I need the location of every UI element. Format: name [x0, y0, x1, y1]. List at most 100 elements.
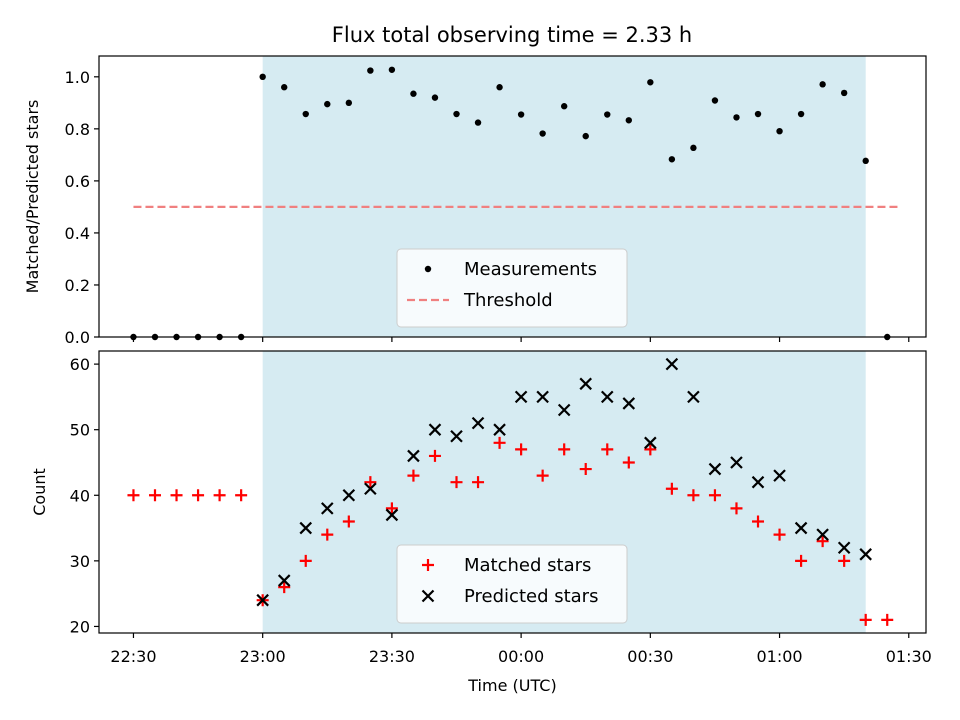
data-point — [536, 390, 549, 404]
y-tick-label: 20 — [70, 617, 90, 636]
data-point — [840, 89, 848, 97]
data-point — [665, 357, 679, 371]
data-point — [622, 456, 635, 469]
data-point — [431, 94, 439, 101]
data-point — [816, 535, 829, 548]
data-point — [859, 548, 872, 561]
data-point — [711, 97, 719, 104]
data-point — [644, 443, 657, 456]
x-tick-label: 23:30 — [369, 647, 415, 666]
data-point — [148, 489, 161, 502]
data-point — [256, 593, 269, 607]
data-point — [579, 463, 592, 476]
data-point — [277, 574, 291, 587]
data-point — [687, 489, 700, 502]
data-point — [776, 127, 783, 135]
data-point — [536, 469, 549, 482]
data-point — [345, 99, 353, 107]
data-point — [213, 489, 226, 502]
data-point — [665, 482, 678, 495]
y-axis-label: Matched/Predicted stars — [23, 100, 42, 294]
data-point — [838, 554, 851, 567]
data-point — [816, 528, 829, 541]
data-point — [579, 377, 593, 391]
data-point — [472, 476, 485, 489]
data-point — [514, 390, 528, 404]
data-point — [730, 502, 743, 515]
data-point — [797, 110, 805, 118]
data-point — [493, 436, 506, 449]
data-point — [773, 528, 786, 541]
data-point — [625, 117, 632, 124]
legend-marker — [422, 559, 434, 571]
data-point — [517, 111, 525, 118]
data-point — [730, 456, 743, 469]
data-point — [259, 73, 266, 81]
y-tick-label: 50 — [70, 421, 90, 440]
y-axis-label: Count — [30, 468, 49, 516]
y-tick-label: 0.4 — [65, 224, 90, 243]
data-point — [342, 489, 356, 502]
ratio-panel: 0.0 0.2 0.4 0.6 0.8 1.0 Matched/Predicted star… — [23, 55, 927, 347]
data-point — [604, 111, 611, 118]
data-point — [385, 508, 399, 522]
axes-frame — [98, 55, 927, 338]
data-point — [837, 541, 851, 555]
data-point — [794, 521, 808, 535]
data-point — [127, 489, 140, 502]
data-point — [278, 581, 291, 594]
chart-title: Flux total observing time = 2.33 h — [332, 23, 692, 47]
data-point — [558, 443, 571, 456]
data-point — [471, 416, 485, 430]
data-point — [474, 119, 482, 126]
data-point — [752, 515, 765, 528]
legend-box — [396, 248, 628, 328]
data-point — [364, 482, 377, 495]
data-point — [687, 390, 700, 404]
data-point — [342, 515, 355, 528]
count-panel: 20 30 40 50 60 22:30 23:00 23:30 00:00 00:30 01:00… — [30, 350, 932, 695]
data-point — [428, 449, 441, 462]
data-point — [192, 489, 205, 502]
legend-marker — [424, 265, 432, 273]
data-point — [862, 157, 869, 165]
y-tick-label: 0.8 — [65, 120, 90, 139]
data-point — [302, 110, 309, 118]
legend-label: Threshold — [463, 290, 553, 311]
legend-label: Matched stars — [464, 555, 591, 576]
data-point — [622, 397, 636, 410]
x-axis-label: Time (UTC) — [467, 676, 556, 695]
data-point — [690, 144, 697, 152]
legend-label: Predicted stars — [464, 586, 598, 607]
data-point — [388, 66, 396, 73]
data-point — [859, 613, 872, 626]
legend: Measurements Threshold — [396, 248, 628, 328]
data-point — [453, 110, 460, 118]
data-point — [407, 469, 420, 482]
data-point — [367, 67, 374, 74]
data-point — [751, 475, 765, 489]
data-point — [324, 100, 331, 108]
data-point — [539, 130, 546, 137]
y-tick-label: 60 — [70, 355, 90, 374]
y-tick-label: 1.0 — [65, 68, 90, 87]
x-tick-label: 01:00 — [756, 647, 802, 666]
data-point — [407, 449, 420, 463]
legend-marker — [421, 589, 435, 603]
data-point — [795, 554, 808, 567]
y-tick-label: 0.0 — [65, 328, 90, 347]
data-point — [450, 476, 463, 489]
data-point — [881, 613, 894, 626]
data-point — [582, 132, 589, 140]
data-point — [557, 403, 571, 417]
x-tick-label: 22:30 — [110, 647, 156, 666]
x-tick-label: 00:30 — [627, 647, 673, 666]
legend-box — [396, 544, 628, 624]
data-point — [600, 390, 614, 404]
data-point — [560, 103, 568, 110]
x-tick-label: 23:00 — [240, 647, 286, 666]
data-point — [493, 423, 506, 436]
data-point — [428, 423, 442, 436]
data-point — [170, 489, 183, 502]
